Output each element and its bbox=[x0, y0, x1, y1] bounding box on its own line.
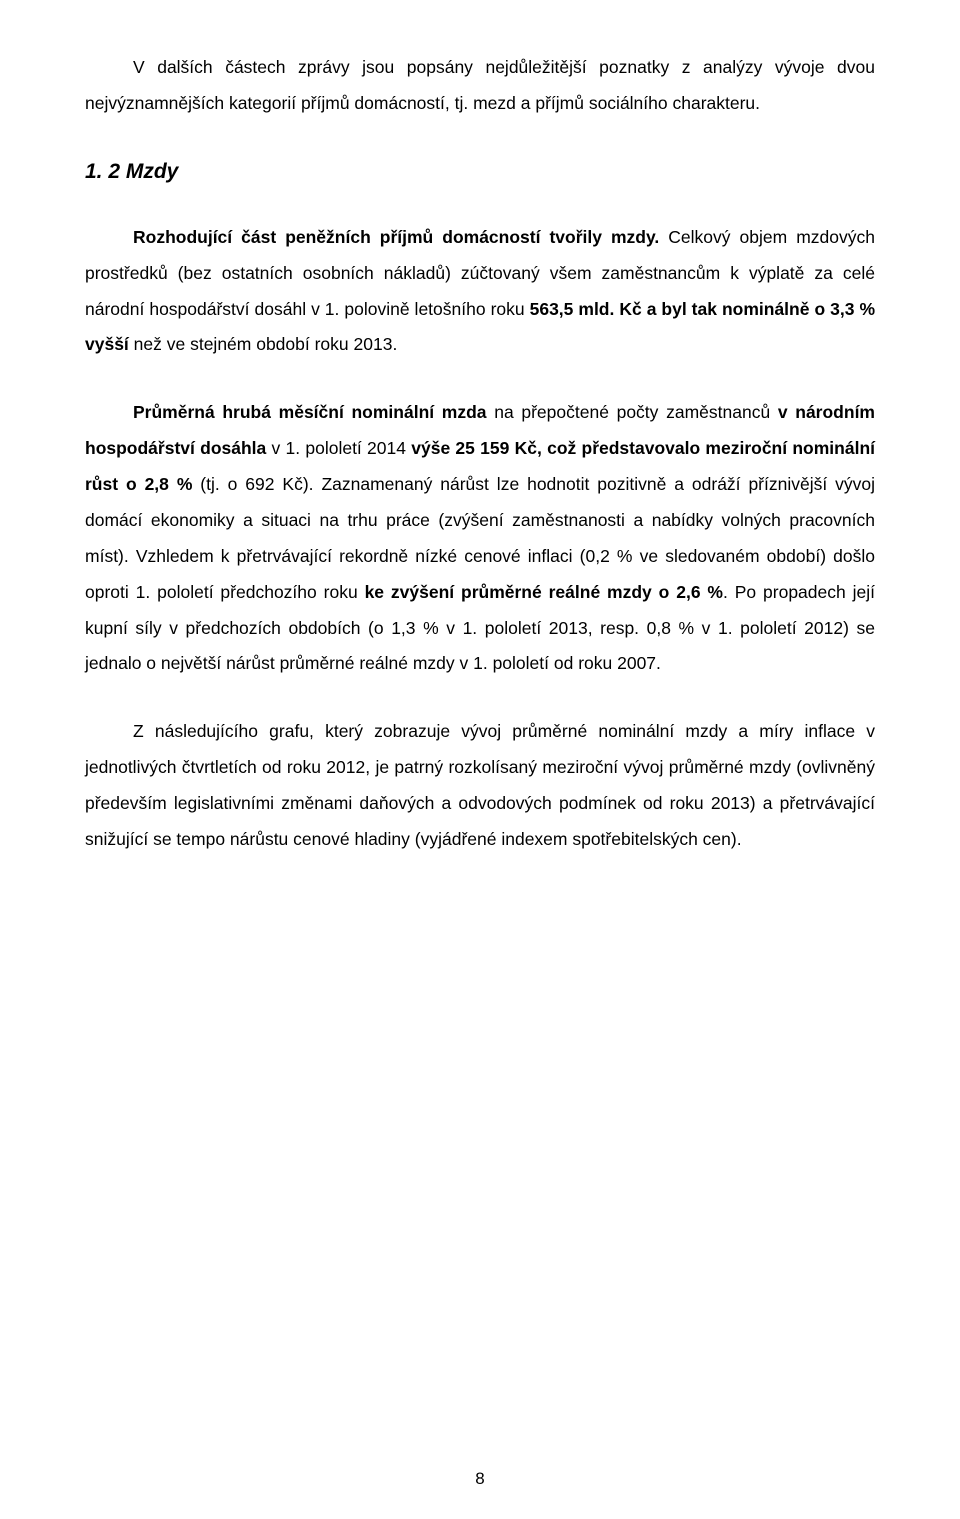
paragraph-1: Rozhodující část peněžních příjmů domácn… bbox=[85, 220, 875, 364]
p2-b4: ke zvýšení průměrné reálné mzdy o 2,6 % bbox=[365, 582, 723, 602]
document-page: V dalších částech zprávy jsou popsány ne… bbox=[0, 0, 960, 1519]
p1-tail: než ve stejném období roku 2013. bbox=[129, 334, 398, 354]
p2-amount: 692 Kč bbox=[245, 474, 303, 494]
p2-t2: v 1. pololetí 2014 bbox=[266, 438, 411, 458]
p2-t3: (tj. o bbox=[192, 474, 245, 494]
p1-bold-lead: Rozhodující část peněžních příjmů domácn… bbox=[133, 227, 659, 247]
paragraph-2: Průměrná hrubá měsíční nominální mzda na… bbox=[85, 395, 875, 682]
p2-b1: Průměrná hrubá měsíční nominální mzda bbox=[133, 402, 487, 422]
paragraph-3: Z následujícího grafu, který zobrazuje v… bbox=[85, 714, 875, 858]
section-heading: 1. 2 Mzdy bbox=[85, 160, 875, 184]
p2-t1: na přepočtené počty zaměstnanců bbox=[487, 402, 778, 422]
paragraph-intro: V dalších částech zprávy jsou popsány ne… bbox=[85, 50, 875, 122]
page-number: 8 bbox=[0, 1469, 960, 1489]
